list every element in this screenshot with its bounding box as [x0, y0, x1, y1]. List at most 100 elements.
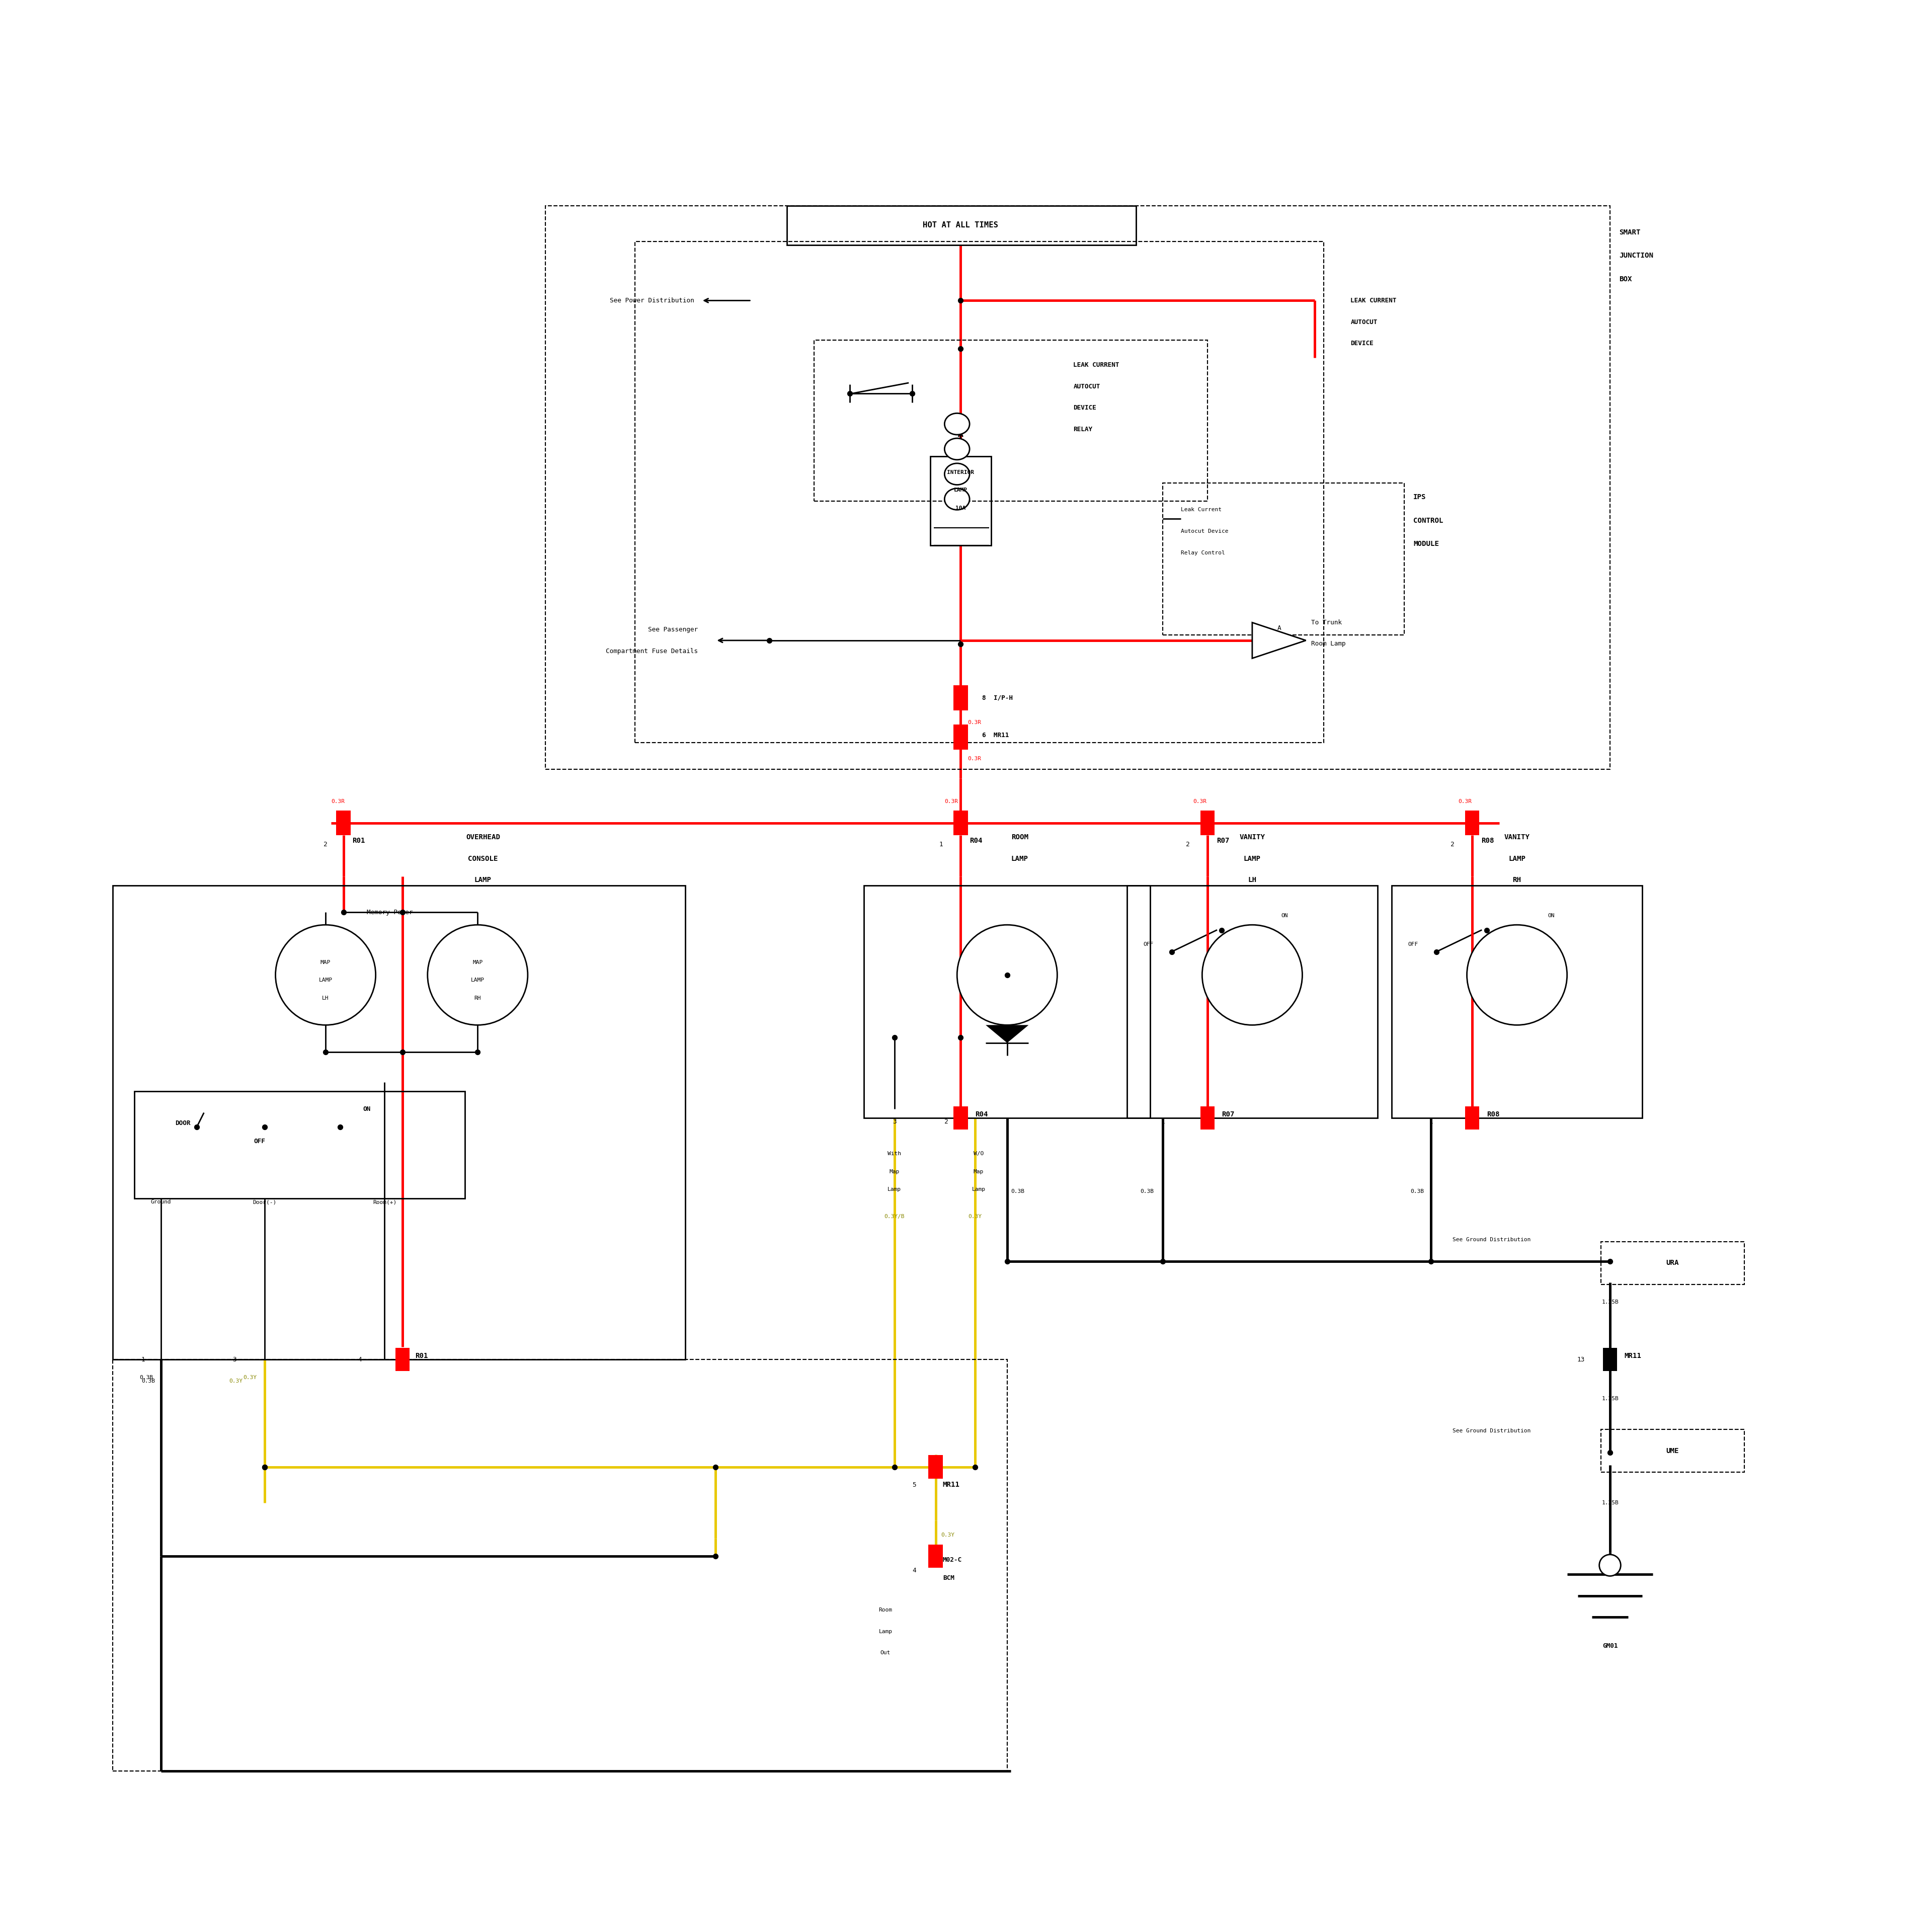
Bar [336, 810, 350, 835]
Ellipse shape [945, 489, 970, 510]
Text: Room: Room [879, 1607, 893, 1613]
Text: Lamp: Lamp [879, 1629, 893, 1634]
Text: With: With [887, 1151, 900, 1157]
Text: RH: RH [1513, 877, 1520, 883]
Text: Map: Map [889, 1169, 900, 1175]
Text: Relay Control: Relay Control [1180, 551, 1225, 554]
Text: OVERHEAD: OVERHEAD [466, 835, 500, 840]
Text: 0.3Y: 0.3Y [243, 1376, 257, 1379]
Text: ROOM: ROOM [1010, 835, 1028, 840]
Text: 0.3B: 0.3B [139, 1376, 153, 1379]
Text: INTERIOR: INTERIOR [947, 469, 974, 475]
Text: 4: 4 [357, 1356, 361, 1362]
Bar [786, 205, 1136, 245]
Bar [954, 810, 968, 835]
Text: DEVICE: DEVICE [1074, 404, 1095, 412]
Text: RELAY: RELAY [1074, 427, 1092, 433]
Text: Compartment Fuse Details: Compartment Fuse Details [605, 647, 697, 655]
Bar [133, 1092, 466, 1198]
Text: 5: 5 [912, 1482, 916, 1488]
Text: AUTOCUT: AUTOCUT [1350, 319, 1378, 325]
Text: 3: 3 [893, 1119, 896, 1124]
Bar [954, 1107, 968, 1130]
Text: W/O: W/O [974, 1151, 983, 1157]
Text: 6  MR11: 6 MR11 [981, 732, 1009, 738]
Text: 1.25B: 1.25B [1602, 1499, 1619, 1505]
Text: R07: R07 [1217, 837, 1229, 844]
Text: ON: ON [1548, 914, 1555, 918]
Bar [1163, 483, 1405, 636]
Text: 0.3B: 0.3B [1410, 1188, 1424, 1194]
Bar [864, 885, 1150, 1119]
Circle shape [427, 925, 527, 1026]
Text: MR11: MR11 [1625, 1352, 1642, 1360]
Bar [636, 242, 1323, 742]
Text: LAMP: LAMP [475, 877, 491, 883]
Text: Lamp: Lamp [972, 1186, 985, 1192]
Text: See Ground Distribution: See Ground Distribution [1453, 1236, 1530, 1242]
Text: R08: R08 [1482, 837, 1493, 844]
Text: Room(+): Room(+) [373, 1200, 396, 1206]
Bar [929, 1546, 943, 1569]
Text: HOT AT ALL TIMES: HOT AT ALL TIMES [923, 222, 999, 230]
Text: LEAK CURRENT: LEAK CURRENT [1074, 361, 1119, 369]
Text: 13: 13 [1577, 1356, 1584, 1362]
Polygon shape [985, 1026, 1028, 1043]
Text: Map: Map [974, 1169, 983, 1175]
Bar [112, 1360, 1007, 1772]
Text: AUTOCUT: AUTOCUT [1074, 383, 1099, 390]
Text: MAP: MAP [473, 960, 483, 964]
Text: UME: UME [1665, 1447, 1679, 1455]
Text: OFF: OFF [1408, 943, 1418, 947]
Bar [1464, 810, 1480, 835]
Bar [954, 725, 968, 750]
Text: 0.3B: 0.3B [141, 1379, 155, 1383]
Text: MR11: MR11 [943, 1482, 960, 1488]
Bar [954, 686, 968, 711]
Text: LH: LH [1248, 877, 1256, 883]
Text: BCM: BCM [943, 1575, 954, 1580]
Text: R01: R01 [415, 1352, 427, 1360]
Text: M02-C: M02-C [943, 1557, 962, 1563]
Text: CONTROL: CONTROL [1412, 518, 1443, 524]
Bar [1604, 1349, 1617, 1372]
Text: JUNCTION: JUNCTION [1619, 253, 1654, 259]
Text: GM01: GM01 [1602, 1642, 1617, 1650]
Text: DEVICE: DEVICE [1350, 340, 1374, 346]
Text: MAP: MAP [321, 960, 330, 964]
Text: 0.3R: 0.3R [968, 721, 981, 725]
Text: LEAK CURRENT: LEAK CURRENT [1350, 298, 1397, 303]
Text: VANITY: VANITY [1240, 835, 1265, 840]
Text: 2: 2 [945, 1119, 949, 1124]
Text: 0.3R: 0.3R [968, 755, 981, 761]
Text: 1: 1 [939, 840, 943, 848]
Text: ON: ON [1281, 914, 1289, 918]
Circle shape [1466, 925, 1567, 1026]
Text: 3: 3 [232, 1356, 236, 1362]
Text: 1.25B: 1.25B [1602, 1300, 1619, 1304]
Text: 0.3Y: 0.3Y [968, 1213, 981, 1219]
Text: 0.3B: 0.3B [1010, 1188, 1024, 1194]
Text: Out: Out [881, 1650, 891, 1656]
Text: 0.3Y: 0.3Y [941, 1532, 954, 1538]
Text: See Passenger: See Passenger [647, 626, 697, 634]
Text: LAMP: LAMP [954, 487, 968, 493]
Text: See Power Distribution: See Power Distribution [611, 298, 694, 303]
Bar [1602, 1430, 1745, 1472]
Text: Room Lamp: Room Lamp [1312, 641, 1347, 647]
Text: 4: 4 [912, 1567, 916, 1575]
Text: LAMP: LAMP [1509, 856, 1526, 862]
Text: ON: ON [363, 1105, 371, 1113]
Text: 10A: 10A [956, 506, 966, 510]
Ellipse shape [945, 439, 970, 460]
Text: BOX: BOX [1619, 276, 1633, 282]
Text: 0.3Y: 0.3Y [230, 1379, 243, 1383]
Text: 0.3Y/B: 0.3Y/B [885, 1213, 904, 1219]
Text: See Ground Distribution: See Ground Distribution [1453, 1428, 1530, 1434]
Bar [813, 340, 1208, 500]
Text: Memory Power: Memory Power [367, 910, 413, 916]
Text: LAMP: LAMP [1244, 856, 1262, 862]
Text: Lamp: Lamp [887, 1186, 900, 1192]
Text: VANITY: VANITY [1505, 835, 1530, 840]
Bar [929, 456, 991, 545]
